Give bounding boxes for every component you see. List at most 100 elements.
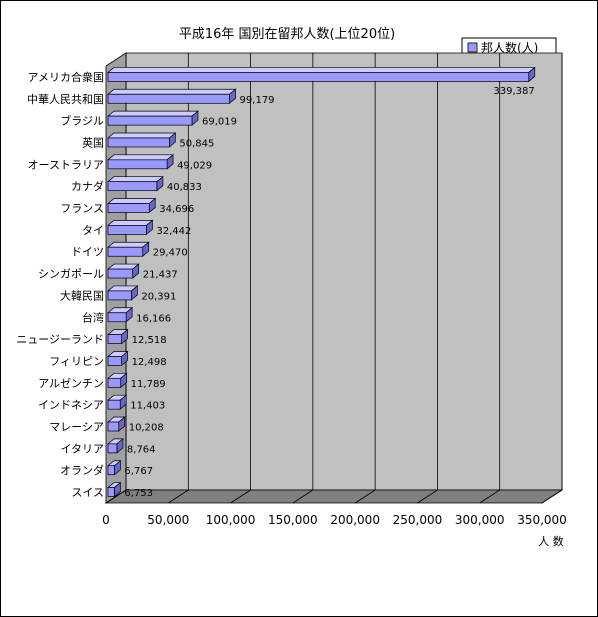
data-label: 8,764 bbox=[127, 444, 156, 455]
bar-front bbox=[107, 443, 118, 454]
floor-gridline bbox=[292, 489, 314, 504]
bar-top bbox=[107, 88, 237, 95]
category-label: 中華人民共和国 bbox=[27, 93, 104, 106]
category-label: 大韓民国 bbox=[60, 288, 104, 302]
category-label: オーストラリア bbox=[28, 158, 104, 171]
bar bbox=[107, 197, 157, 214]
data-label: 49,029 bbox=[177, 160, 212, 171]
legend-entry: 邦人数(人) bbox=[481, 40, 538, 55]
category-label: シンガポール bbox=[38, 268, 104, 281]
bar-top bbox=[107, 154, 175, 161]
bar-front bbox=[107, 72, 530, 82]
bar-front bbox=[107, 377, 122, 388]
data-label: 50,845 bbox=[179, 138, 214, 149]
category-label: イタリア bbox=[60, 442, 104, 455]
x-tick-label: 350,000 bbox=[517, 513, 567, 527]
floor-gridline bbox=[105, 489, 127, 504]
x-tick-label: 100,000 bbox=[206, 513, 256, 527]
bars bbox=[107, 66, 536, 498]
data-label: 20,391 bbox=[141, 291, 176, 302]
floor-gridline bbox=[541, 489, 563, 504]
data-label: 10,208 bbox=[129, 423, 164, 434]
bar-top bbox=[107, 198, 157, 204]
bar-front bbox=[107, 225, 147, 235]
bar-front bbox=[107, 268, 134, 279]
bar-front bbox=[107, 246, 144, 257]
legend-swatch bbox=[467, 42, 478, 53]
bar bbox=[107, 88, 237, 105]
floor-gridline bbox=[479, 489, 500, 504]
bar-top bbox=[107, 220, 154, 226]
x-tick-label: 300,000 bbox=[455, 513, 505, 527]
category-labels: アメリカ合衆国中華人民共和国ブラジル英国オーストラリアカナダフランスタイドイツシ… bbox=[16, 70, 104, 499]
data-label: 99,179 bbox=[240, 95, 275, 106]
bar-top bbox=[107, 132, 177, 139]
floor bbox=[104, 489, 564, 504]
category-label: スイス bbox=[71, 486, 104, 499]
data-label: 12,498 bbox=[132, 357, 167, 368]
bar bbox=[107, 350, 129, 367]
bar-front bbox=[107, 421, 120, 432]
x-tick-label: 200,000 bbox=[330, 513, 380, 527]
bar-front bbox=[107, 465, 115, 476]
floor-gridline bbox=[230, 489, 251, 504]
bar bbox=[107, 307, 134, 323]
bar bbox=[107, 219, 154, 236]
bar bbox=[107, 372, 128, 389]
bar-front bbox=[107, 487, 115, 497]
data-label: 11,403 bbox=[130, 401, 165, 412]
bar bbox=[107, 110, 199, 126]
data-label: 32,442 bbox=[156, 226, 191, 237]
legend: 邦人数(人) bbox=[461, 37, 557, 57]
category-label: マレーシア bbox=[49, 421, 104, 434]
data-label: 11,789 bbox=[131, 379, 166, 390]
category-label: インドネシア bbox=[38, 399, 104, 412]
category-label: アメリカ合衆国 bbox=[28, 70, 104, 84]
category-label: 台湾 bbox=[82, 310, 104, 324]
x-tick-labels: 0 50,000 100,000 150,000 200,000 250,000 300,0… bbox=[102, 513, 567, 527]
x-tick-label: 250,000 bbox=[393, 513, 443, 527]
data-label: 40,833 bbox=[167, 182, 202, 193]
category-label: フィリピン bbox=[49, 355, 104, 368]
data-label: 21,437 bbox=[143, 270, 178, 281]
category-label: オランダ bbox=[60, 463, 104, 477]
bar-top bbox=[107, 67, 536, 73]
category-label: 英国 bbox=[82, 135, 104, 149]
bar-front bbox=[107, 334, 122, 344]
data-label: 12,518 bbox=[132, 335, 167, 346]
category-label: タイ bbox=[82, 224, 104, 237]
bar-top bbox=[107, 110, 199, 117]
bar-front bbox=[107, 181, 158, 192]
bar-front bbox=[107, 137, 170, 148]
bar-top bbox=[107, 176, 164, 183]
floor-gridline bbox=[417, 489, 438, 504]
category-label: ドイツ bbox=[71, 246, 104, 259]
floor-gridline bbox=[354, 489, 376, 504]
bar bbox=[107, 328, 129, 345]
data-label: 6,753 bbox=[124, 488, 153, 499]
data-label: 16,166 bbox=[136, 313, 171, 324]
bar bbox=[107, 438, 124, 454]
bar bbox=[107, 481, 122, 498]
gridlines bbox=[105, 53, 563, 504]
bar-front bbox=[107, 115, 193, 126]
bar bbox=[107, 459, 122, 476]
bar-front bbox=[107, 356, 122, 366]
bar-front bbox=[107, 93, 230, 104]
bar bbox=[107, 154, 175, 170]
x-tick-label: 0 bbox=[102, 513, 110, 527]
bar-top bbox=[107, 241, 150, 248]
bar-front bbox=[107, 159, 168, 170]
bar bbox=[107, 394, 128, 410]
bar bbox=[107, 263, 140, 279]
category-label: ニュージーランド bbox=[16, 333, 104, 346]
bar bbox=[107, 285, 139, 301]
bar bbox=[107, 66, 536, 83]
data-label: 69,019 bbox=[202, 117, 237, 128]
category-label: アルゼンチン bbox=[38, 377, 104, 390]
bar-front bbox=[107, 399, 121, 410]
category-label: カナダ bbox=[71, 179, 104, 193]
bar bbox=[107, 132, 177, 148]
